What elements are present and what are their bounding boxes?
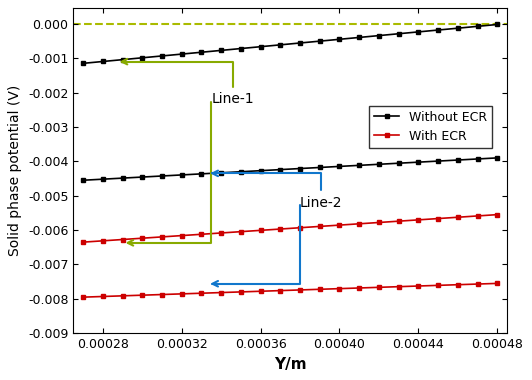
With ECR <box>119 237 126 242</box>
Without ECR <box>356 35 362 40</box>
Line: Without ECR: Without ECR <box>81 22 500 66</box>
With ECR <box>159 234 165 239</box>
Without ECR <box>218 48 225 53</box>
With ECR <box>317 224 323 229</box>
Without ECR <box>238 46 244 51</box>
With ECR <box>80 240 86 244</box>
With ECR <box>435 216 441 221</box>
With ECR <box>179 233 185 238</box>
Without ECR <box>198 50 205 54</box>
With ECR <box>139 236 145 241</box>
Without ECR <box>99 59 106 64</box>
X-axis label: Y/m: Y/m <box>274 357 306 372</box>
Text: Line-1: Line-1 <box>122 59 254 106</box>
Without ECR <box>80 61 86 66</box>
Without ECR <box>119 57 126 62</box>
With ECR <box>99 239 106 243</box>
Line: With ECR: With ECR <box>81 212 500 245</box>
Without ECR <box>435 28 441 32</box>
Without ECR <box>336 37 343 41</box>
Without ECR <box>159 54 165 58</box>
With ECR <box>494 212 501 217</box>
With ECR <box>198 232 205 237</box>
Without ECR <box>455 26 461 30</box>
Without ECR <box>179 52 185 56</box>
Without ECR <box>277 43 284 47</box>
With ECR <box>415 218 421 222</box>
Legend: Without ECR, With ECR: Without ECR, With ECR <box>369 106 492 148</box>
With ECR <box>277 227 284 231</box>
With ECR <box>356 222 362 226</box>
Without ECR <box>494 22 501 27</box>
With ECR <box>475 214 481 218</box>
Without ECR <box>257 44 264 49</box>
With ECR <box>297 225 303 230</box>
Without ECR <box>395 32 402 36</box>
With ECR <box>257 228 264 233</box>
With ECR <box>455 215 461 220</box>
With ECR <box>376 220 382 225</box>
With ECR <box>336 223 343 227</box>
Y-axis label: Solid phase potential (V): Solid phase potential (V) <box>9 85 22 256</box>
Without ECR <box>415 30 421 34</box>
With ECR <box>218 231 225 235</box>
Without ECR <box>317 39 323 43</box>
Without ECR <box>297 41 303 45</box>
Without ECR <box>139 55 145 60</box>
With ECR <box>238 230 244 234</box>
Text: Line-2: Line-2 <box>212 171 343 210</box>
Without ECR <box>376 33 382 38</box>
Without ECR <box>475 24 481 28</box>
With ECR <box>395 219 402 223</box>
